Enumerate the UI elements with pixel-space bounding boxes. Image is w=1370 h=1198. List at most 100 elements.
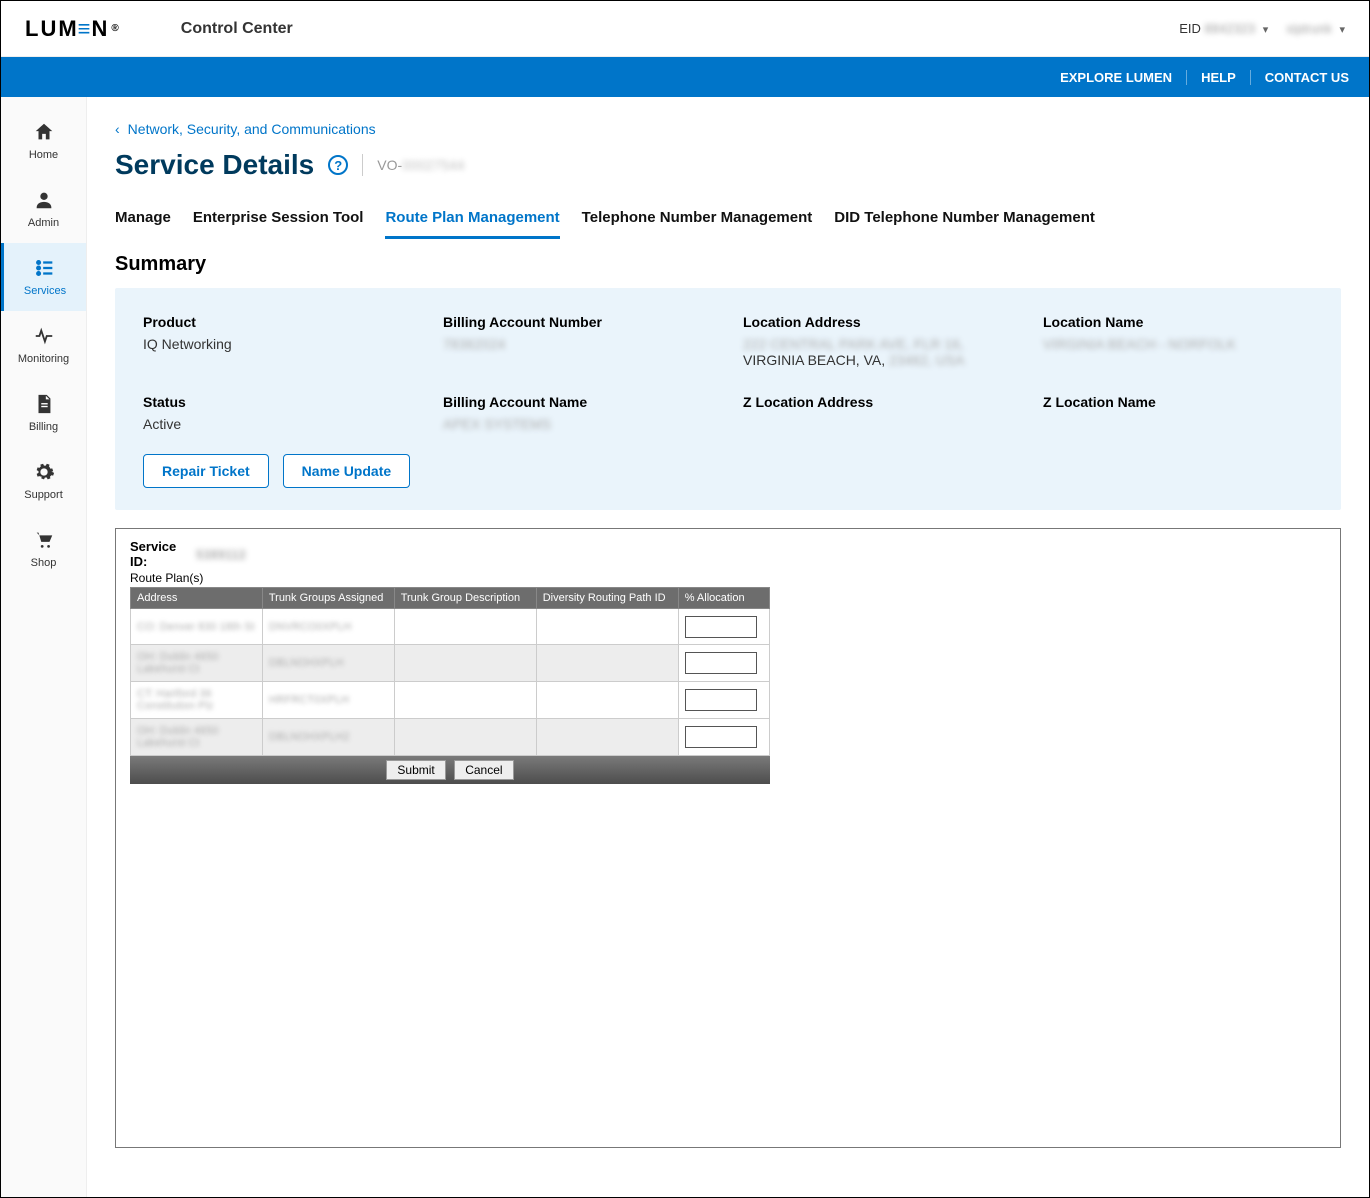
cell-desc: [394, 682, 536, 719]
tab-did-telephone-number-management[interactable]: DID Telephone Number Management: [834, 203, 1095, 239]
table-row: OH: Dublin 4650 Lakehurst Ct DBLNOHXPLH: [131, 645, 770, 682]
tabs: Manage Enterprise Session Tool Route Pla…: [115, 203, 1341, 239]
field-product: Product IQ Networking: [143, 314, 413, 368]
field-location-address: Location Address 222 CENTRAL PARK AVE, F…: [743, 314, 1013, 368]
cell-trunk: DNVRCO0XPLH: [262, 609, 394, 645]
eid-dropdown[interactable]: EID 8842323 ▾: [1179, 21, 1268, 36]
field-zloc-name: Z Location Name: [1043, 394, 1313, 432]
cart-icon: [33, 529, 55, 551]
field-ban: Billing Account Number 78362024: [443, 314, 713, 368]
sidebar-item-shop[interactable]: Shop: [1, 515, 86, 583]
header-right: EID 8842323 ▾ siptrunk ▾: [1179, 21, 1345, 36]
cell-address: CT: Hartford 36 Constitution Plz: [131, 682, 263, 719]
name-update-button[interactable]: Name Update: [283, 454, 410, 488]
user-icon: [33, 189, 55, 211]
cell-trunk: HRFRCT0XPLH: [262, 682, 394, 719]
table-row: OH: Dublin 4650 Lakehurst Ct DBLNOHXPLH2: [131, 719, 770, 756]
sidebar-item-monitoring[interactable]: Monitoring: [1, 311, 86, 379]
sidebar-item-admin[interactable]: Admin: [1, 175, 86, 243]
tab-enterprise-session-tool[interactable]: Enterprise Session Tool: [193, 203, 364, 239]
logo-text-2: N: [92, 16, 110, 42]
sidebar: Home Admin Services Monitoring Billing S…: [1, 97, 87, 1197]
cell-desc: [394, 645, 536, 682]
location-name-value: VIRGINIA BEACH - NORFOLK: [1043, 336, 1313, 352]
repair-ticket-button[interactable]: Repair Ticket: [143, 454, 269, 488]
cell-allocation: [678, 609, 769, 645]
field-baname: Billing Account Name APEX SYSTEMS: [443, 394, 713, 432]
main-area: Home Admin Services Monitoring Billing S…: [1, 97, 1369, 1197]
sidebar-label: Monitoring: [18, 353, 69, 365]
status-value: Active: [143, 416, 413, 432]
sidebar-label: Support: [24, 489, 63, 501]
col-trunk-desc: Trunk Group Description: [394, 588, 536, 609]
blue-nav-bar: EXPLORE LUMEN HELP CONTACT US: [1, 57, 1369, 97]
user-name: siptrunk: [1286, 21, 1332, 36]
submit-bar: Submit Cancel: [130, 756, 770, 784]
product-value: IQ Networking: [143, 336, 413, 352]
cell-diversity: [536, 609, 678, 645]
cell-trunk: DBLNOHXPLH2: [262, 719, 394, 756]
contact-us-link[interactable]: CONTACT US: [1251, 70, 1349, 85]
submit-button[interactable]: Submit: [386, 760, 445, 780]
cell-diversity: [536, 682, 678, 719]
allocation-input[interactable]: [685, 689, 757, 711]
vo-prefix: VO-: [377, 157, 402, 173]
service-id-value: 5389112: [196, 547, 246, 562]
table-row: CO: Denver 830 18th St DNVRCO0XPLH: [131, 609, 770, 645]
tab-manage[interactable]: Manage: [115, 203, 171, 239]
gear-icon: [33, 461, 55, 483]
sidebar-item-support[interactable]: Support: [1, 447, 86, 515]
chevron-left-icon: ‹: [115, 121, 120, 137]
cell-desc: [394, 609, 536, 645]
location-address-line2: VIRGINIA BEACH, VA, 23462, USA: [743, 352, 1013, 368]
cell-trunk: DBLNOHXPLH: [262, 645, 394, 682]
cell-allocation: [678, 645, 769, 682]
cell-allocation: [678, 719, 769, 756]
logo-mark: ®: [111, 23, 120, 34]
page-title: Service Details: [115, 149, 314, 181]
chevron-down-icon: ▾: [1263, 24, 1269, 36]
help-link[interactable]: HELP: [1187, 70, 1251, 85]
top-header: LUM≡N® Control Center EID 8842323 ▾ sipt…: [1, 1, 1369, 57]
logo-text-1: LUM: [25, 16, 79, 42]
table-header-row: Address Trunk Groups Assigned Trunk Grou…: [131, 588, 770, 609]
route-plan-scroll[interactable]: Service ID: 5389112 Route Plan(s) Addres…: [116, 529, 1340, 1147]
tab-route-plan-management[interactable]: Route Plan Management: [385, 203, 559, 239]
vo-value: 00027544: [402, 157, 464, 173]
z-location-name-label: Z Location Name: [1043, 394, 1313, 410]
cell-diversity: [536, 719, 678, 756]
sidebar-label: Shop: [31, 557, 57, 569]
summary-title: Summary: [115, 253, 1341, 276]
field-zloc-address: Z Location Address: [743, 394, 1013, 432]
divider: [362, 154, 363, 176]
col-allocation: % Allocation: [678, 588, 769, 609]
field-location-name: Location Name VIRGINIA BEACH - NORFOLK: [1043, 314, 1313, 368]
eid-value: 8842323: [1205, 21, 1256, 36]
col-address: Address: [131, 588, 263, 609]
service-id-row: Service ID: 5389112: [130, 539, 1326, 569]
sidebar-item-billing[interactable]: Billing: [1, 379, 86, 447]
eid-label: EID: [1179, 21, 1201, 36]
summary-box: Product IQ Networking Billing Account Nu…: [115, 288, 1341, 510]
ban-value: 78362024: [443, 336, 713, 352]
cell-allocation: [678, 682, 769, 719]
allocation-input[interactable]: [685, 726, 757, 748]
cancel-button[interactable]: Cancel: [454, 760, 513, 780]
user-dropdown[interactable]: siptrunk ▾: [1286, 21, 1345, 36]
help-icon[interactable]: ?: [328, 155, 348, 175]
allocation-input[interactable]: [685, 616, 757, 638]
page-title-row: Service Details ? VO-00027544: [115, 149, 1341, 181]
service-id-label: Service ID:: [130, 539, 186, 569]
product-label: Product: [143, 314, 413, 330]
sidebar-item-home[interactable]: Home: [1, 107, 86, 175]
location-name-label: Location Name: [1043, 314, 1313, 330]
sidebar-item-services[interactable]: Services: [1, 243, 86, 311]
tab-telephone-number-management[interactable]: Telephone Number Management: [582, 203, 813, 239]
allocation-input[interactable]: [685, 652, 757, 674]
breadcrumb[interactable]: ‹ Network, Security, and Communications: [115, 121, 1341, 137]
chevron-down-icon: ▾: [1339, 24, 1345, 36]
explore-lumen-link[interactable]: EXPLORE LUMEN: [1046, 70, 1187, 85]
cell-address: OH: Dublin 4650 Lakehurst Ct: [131, 645, 263, 682]
breadcrumb-text: Network, Security, and Communications: [128, 121, 376, 137]
field-status: Status Active: [143, 394, 413, 432]
